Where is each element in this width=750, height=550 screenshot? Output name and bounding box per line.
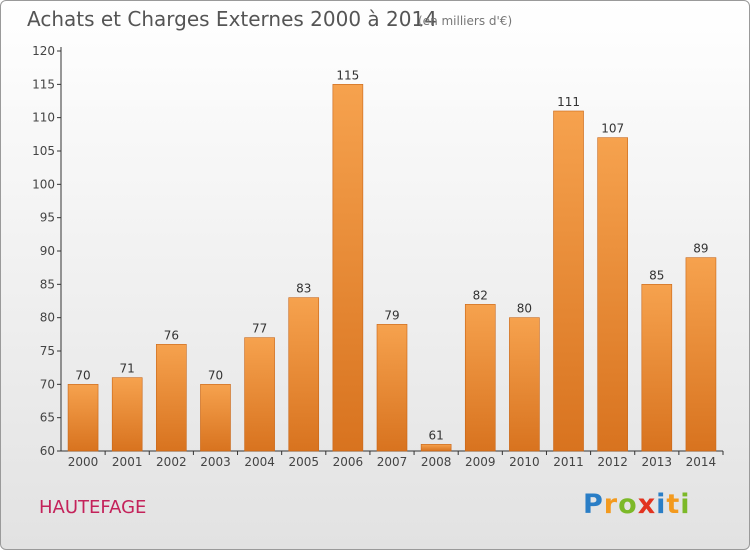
x-tick-label-2004: 2004: [244, 455, 275, 469]
value-label-2011: 111: [557, 95, 580, 109]
proxiti-logo[interactable]: Proxiti: [583, 489, 691, 520]
bar-2004[interactable]: [244, 337, 275, 452]
value-label-2012: 107: [601, 122, 624, 136]
logo-letter: i: [656, 489, 667, 520]
value-label-2000: 70: [75, 368, 90, 382]
logo-letter: t: [666, 489, 681, 520]
x-tick-label-2002: 2002: [156, 455, 187, 469]
bar-2005[interactable]: [288, 297, 320, 452]
value-label-2014: 89: [693, 242, 708, 256]
chart-bars: [67, 84, 717, 452]
chart-subtitle: (en milliers d'€): [418, 14, 513, 28]
commune-name: HAUTEFAGE: [39, 497, 147, 518]
y-tick-label: 90: [40, 244, 55, 258]
bar-2003[interactable]: [200, 384, 231, 452]
bar-2011[interactable]: [553, 110, 584, 452]
y-tick-label: 65: [40, 411, 55, 425]
x-tick-label-2006: 2006: [333, 455, 364, 469]
value-label-2007: 79: [384, 308, 399, 322]
x-tick-label-2013: 2013: [642, 455, 673, 469]
value-label-2010: 80: [517, 302, 532, 316]
value-label-2004: 77: [252, 322, 267, 336]
y-tick-label: 105: [32, 144, 55, 158]
logo-letter: i: [680, 489, 691, 520]
bar-2000[interactable]: [67, 384, 99, 452]
x-tick-label-2010: 2010: [509, 455, 540, 469]
x-tick-label-2008: 2008: [421, 455, 452, 469]
x-tick-label-2001: 2001: [112, 455, 143, 469]
y-tick-label: 85: [40, 277, 55, 291]
logo-letter: P: [583, 489, 604, 520]
bar-2002[interactable]: [156, 344, 187, 452]
value-label-2002: 76: [164, 328, 179, 342]
value-label-2001: 71: [120, 362, 135, 376]
y-tick-label: 95: [40, 211, 55, 225]
x-tick-label-2014: 2014: [686, 455, 717, 469]
x-tick-label-2007: 2007: [377, 455, 408, 469]
x-tick-label-2011: 2011: [553, 455, 584, 469]
value-label-2003: 70: [208, 368, 223, 382]
x-tick-label-2009: 2009: [465, 455, 496, 469]
logo-letter: o: [618, 489, 638, 520]
value-label-2009: 82: [473, 288, 488, 302]
y-tick-label: 75: [40, 344, 55, 358]
y-tick-label: 60: [40, 444, 55, 458]
bar-2001[interactable]: [111, 377, 143, 452]
chart-labels: 70 2000 71 2001 76 2002 70 2003 77 2004 83 2005 115 2…: [68, 68, 716, 469]
bar-2006[interactable]: [332, 84, 364, 452]
y-tick-label: 100: [32, 177, 55, 191]
chart-axes: 60 65 70 75 80 85 90 95 100 105 110 115 120: [32, 44, 724, 458]
bar-2009[interactable]: [464, 304, 496, 452]
value-label-2005: 83: [296, 282, 311, 296]
logo-letter: r: [603, 489, 619, 520]
bar-2010[interactable]: [509, 317, 540, 452]
bar-2007[interactable]: [376, 324, 408, 452]
bar-2013[interactable]: [641, 284, 673, 452]
x-tick-label-2005: 2005: [288, 455, 319, 469]
chart-title: Achats et Charges Externes 2000 à 2014: [27, 7, 437, 31]
x-tick-label-2000: 2000: [68, 455, 99, 469]
value-label-2008: 61: [428, 428, 443, 442]
x-tick-label-2012: 2012: [597, 455, 628, 469]
y-tick-label: 80: [40, 311, 55, 325]
bar-2012[interactable]: [597, 137, 628, 452]
x-tick-label-2003: 2003: [200, 455, 231, 469]
y-tick-label: 70: [40, 377, 55, 391]
y-tick-label: 120: [32, 44, 55, 58]
bar-2008[interactable]: [420, 444, 452, 452]
value-label-2013: 85: [649, 268, 664, 282]
bar-2014[interactable]: [685, 257, 717, 452]
value-label-2006: 115: [336, 68, 359, 82]
y-tick-label: 115: [32, 77, 55, 91]
logo-letter: x: [637, 489, 657, 520]
y-tick-label: 110: [32, 111, 55, 125]
